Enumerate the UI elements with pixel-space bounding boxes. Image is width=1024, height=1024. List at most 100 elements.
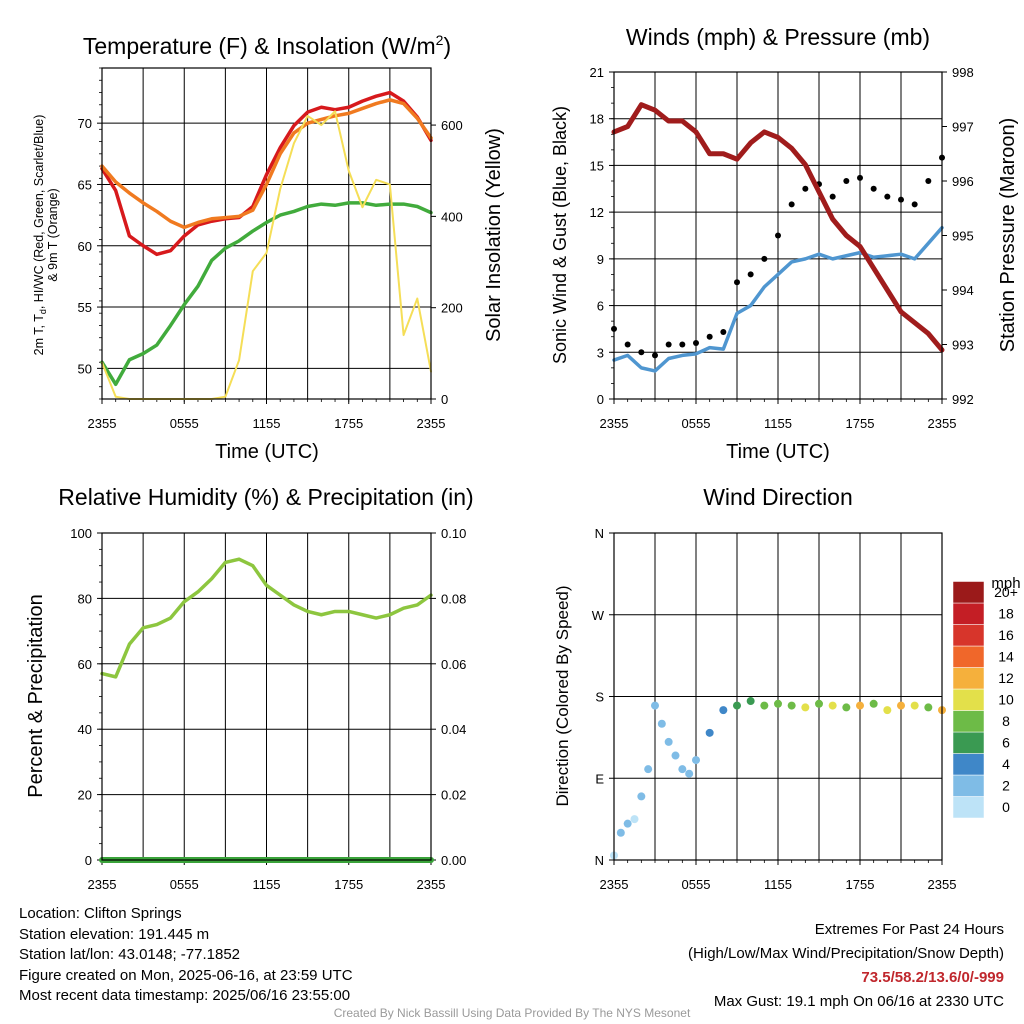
gust-point (884, 193, 891, 200)
insolation-ylabel: Solar Insolation (Yellow) (483, 128, 505, 342)
y2-tick-label: 994 (952, 283, 974, 298)
direction-point (801, 703, 810, 712)
gust-point (679, 341, 686, 348)
legend-label: 20+ (994, 584, 1018, 600)
x-tick-label: 0555 (170, 877, 199, 892)
plot-frame (613, 71, 943, 400)
y-tick-label: 15 (590, 158, 604, 173)
y2-tick-label: 997 (952, 120, 974, 135)
plot-frame (101, 67, 432, 400)
y2-tick-label: 995 (952, 229, 974, 244)
x-tick-label: 2355 (928, 416, 957, 431)
legend-swatch (952, 774, 985, 797)
x-tick-label: 1155 (253, 877, 281, 892)
y-tick-label: 3 (597, 345, 604, 360)
x-tick-label: 0555 (682, 416, 711, 431)
y-tick-label: 0 (85, 853, 92, 868)
x-tick-label: 1755 (846, 877, 875, 892)
direction-point (692, 756, 700, 765)
direction-point (678, 765, 687, 774)
gust-point (706, 333, 713, 340)
y-tick-label: 9 (597, 252, 604, 267)
station-info: Location: Clifton Springs Station elevat… (19, 904, 353, 1007)
direction-point (651, 701, 659, 710)
humidity-ylabel: Percent & Precipitation (25, 594, 47, 797)
direction-point (685, 769, 694, 778)
y2-tick-label: 400 (441, 209, 463, 224)
temperature-title: Temperature (F) & Insolation (W/m2) (83, 32, 451, 59)
x-tick-label: 0555 (682, 877, 711, 892)
y-tick-label: 12 (590, 205, 604, 220)
legend-label: 6 (1002, 735, 1010, 751)
y-tick-label: 20 (78, 788, 92, 803)
plot-frame (613, 532, 943, 861)
direction-point (719, 706, 728, 715)
gust-point (638, 349, 645, 356)
legend-swatch (952, 688, 985, 711)
direction-point (856, 701, 864, 710)
wind-direction-panel: Wind Direction N E S W N 2355 0555 1155 1755 2355 (592, 484, 957, 892)
humidity-panel: Relative Humidity (%) & Precipitation (i… (58, 484, 473, 892)
series-line (100, 98, 433, 230)
legend-swatch (952, 710, 985, 733)
gust-point (843, 178, 850, 184)
y-tick-label: 60 (78, 239, 92, 254)
max-gust-text: Max Gust: 19.1 mph On 06/16 at 2330 UTC (713, 993, 1004, 1010)
y2-tick-label: 996 (952, 174, 974, 189)
created-text: Figure created on Mon, 2025-06-16, at 23… (19, 966, 353, 984)
plot-frame (101, 532, 432, 861)
x-tick-label: 2355 (600, 877, 629, 892)
direction-point (787, 701, 796, 710)
legend-label: 0 (1002, 799, 1010, 815)
credit-text: Created By Nick Bassill Using Data Provi… (333, 1006, 691, 1020)
recent-text: Most recent data timestamp: 2025/06/16 2… (19, 987, 351, 1004)
direction-point (774, 699, 782, 708)
series-line (100, 557, 433, 679)
direction-point (630, 815, 639, 824)
y2-tick-label: 0.06 (441, 657, 466, 672)
temperature-ylabel: 2m T, Td, HI/WC (Red, Green, Scarlet/Blu… (32, 115, 60, 356)
gust-point (624, 341, 631, 348)
y-tick-label: 55 (78, 300, 92, 315)
gust-point (734, 279, 740, 286)
y2-tick-label: 600 (441, 118, 463, 133)
legend-label: 4 (1002, 756, 1010, 772)
direction-point (869, 699, 878, 708)
gust-point (857, 174, 863, 181)
x-tick-label: 2355 (417, 416, 446, 431)
y-tick-label: 40 (78, 722, 92, 737)
y-tick-label: N (595, 526, 604, 541)
gust-point (720, 329, 727, 336)
svg-text:& 9m T (Orange): & 9m T (Orange) (46, 188, 60, 281)
winds-ylabel: Sonic Wind & Gust (Blue, Black) (550, 106, 570, 364)
y2-tick-label: 0.00 (441, 853, 466, 868)
legend-title: mph (991, 575, 1020, 592)
svg-text:2m T, Td, HI/WC (Red, Green, S: 2m T, Td, HI/WC (Red, Green, Scarlet/Blu… (32, 115, 48, 356)
gust-point (898, 196, 904, 203)
y2-tick-label: 200 (441, 301, 463, 316)
series-line (612, 225, 944, 373)
extremes-title: Extremes For Past 24 Hours (814, 921, 1004, 938)
legend-swatch (952, 581, 985, 604)
x-tick-label: 1755 (846, 416, 875, 431)
extremes-subtitle: (High/Low/Max Wind/Precipitation/Snow De… (688, 945, 1004, 962)
legend-label: 2 (1002, 778, 1010, 794)
x-tick-label: 1155 (764, 416, 792, 431)
y-tick-label: 6 (597, 299, 604, 314)
y-tick-label: N (595, 853, 604, 868)
extremes-values: 73.5/58.2/13.6/0/-999 (861, 969, 1004, 986)
temperature-panel: Temperature (F) & Insolation (W/m2) 50 55… (78, 32, 463, 431)
legend-label: 8 (1002, 713, 1010, 729)
y2-tick-label: 998 (952, 65, 974, 80)
direction-point (671, 751, 680, 760)
winds-xlabel: Time (UTC) (726, 441, 830, 463)
legend-swatch (952, 645, 985, 668)
y-tick-label: 60 (78, 657, 92, 672)
x-tick-label: 2355 (417, 877, 446, 892)
y-tick-label: 80 (78, 591, 92, 606)
direction-point (883, 706, 892, 715)
direction-point (897, 701, 905, 710)
gust-point (829, 193, 836, 200)
y-tick-label: 50 (78, 361, 92, 376)
